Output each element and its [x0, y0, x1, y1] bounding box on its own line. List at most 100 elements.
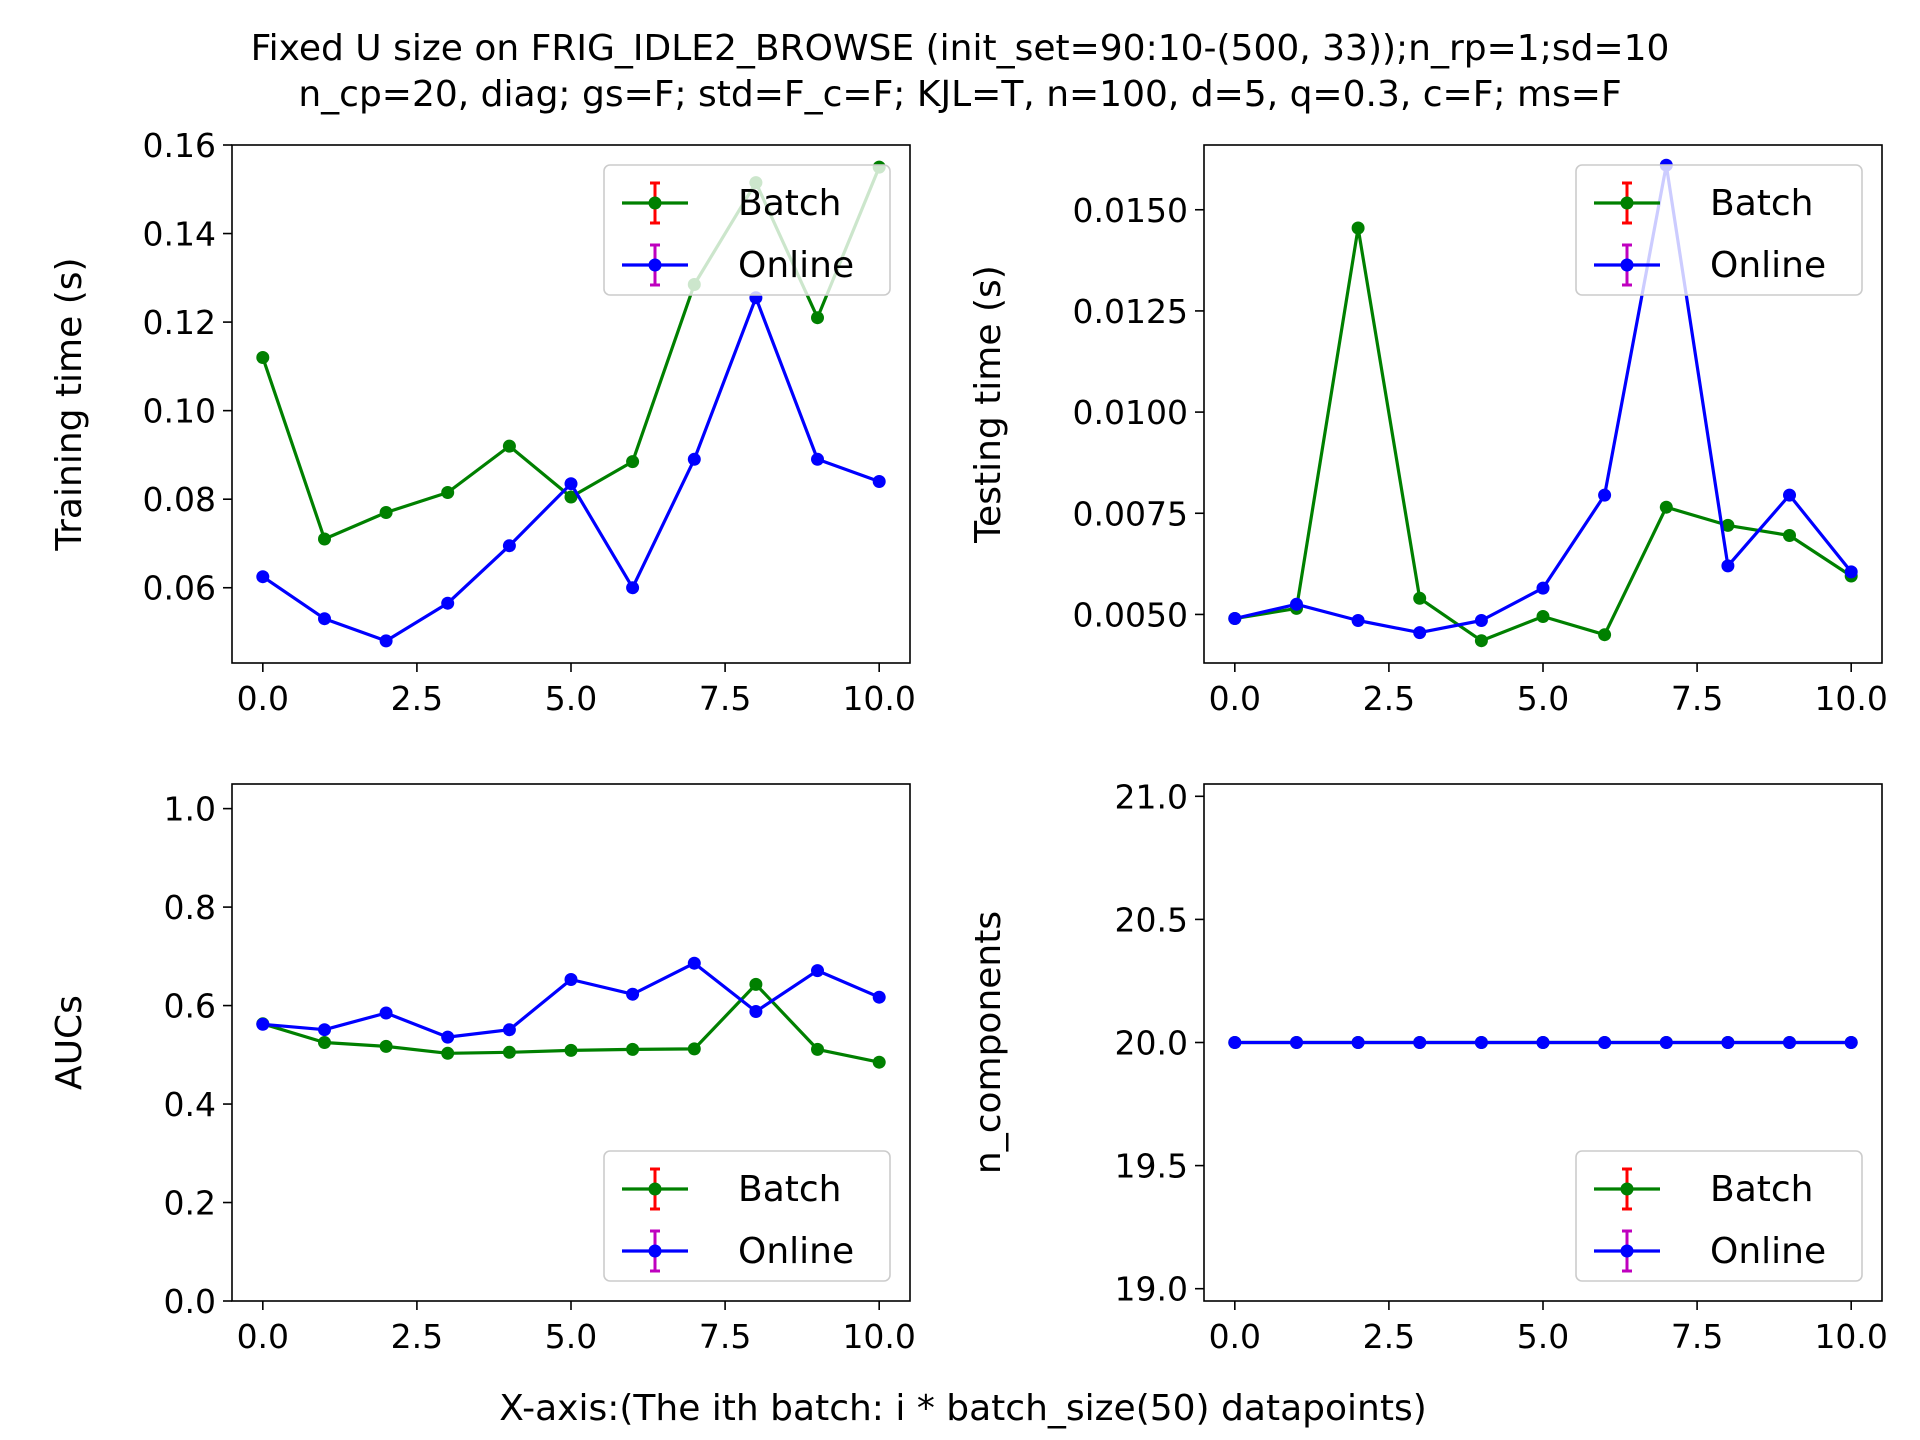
y-axis-label: Testing time (s): [968, 265, 1009, 544]
y-tick-label: 20.0: [1115, 1024, 1188, 1063]
y-tick-label: 0.0: [164, 1282, 216, 1321]
data-point-online: [1228, 1036, 1242, 1049]
x-tick-label: 7.5: [699, 1317, 751, 1356]
x-tick-label: 10.0: [842, 679, 915, 718]
y-tick-label: 0.12: [143, 303, 216, 342]
y-tick-label: 0.0150: [1073, 191, 1188, 230]
data-point-online: [1413, 1036, 1427, 1049]
x-tick-label: 2.5: [1363, 679, 1415, 718]
data-point-online: [1844, 1036, 1858, 1049]
data-point-online: [1413, 626, 1427, 640]
subplot-2: 0.0 2.5 5.0 7.5 10.0 0.0050 0.0075 0.0100 0.0125…: [968, 144, 1888, 718]
x-tick-label: 5.0: [545, 1317, 597, 1356]
x-tick-label: 0.0: [237, 679, 289, 718]
y-axis-label: n_components: [968, 911, 1009, 1174]
data-point-online: [872, 475, 886, 488]
x-tick-label: 2.5: [391, 1317, 443, 1356]
data-point-online: [256, 570, 270, 584]
legend-box: [1575, 1150, 1863, 1282]
data-point-online: [564, 477, 578, 491]
data-point-online: [379, 634, 393, 648]
series-line-online: [261, 296, 881, 643]
data-point-online: [1351, 614, 1365, 627]
data-point-batch: [811, 311, 824, 325]
y-tick-label: 0.0125: [1073, 292, 1188, 331]
data-point-online: [502, 539, 516, 553]
legend-label-online: Online: [738, 245, 854, 286]
data-point-online: [1290, 597, 1303, 611]
data-point-batch: [1783, 529, 1796, 542]
y-tick-label: 0.10: [143, 392, 216, 431]
y-tick-label: 0.8: [164, 888, 216, 927]
legend-label-batch: Batch: [1710, 1169, 1813, 1210]
legend-box: [603, 1150, 891, 1282]
data-point-batch: [1659, 500, 1673, 514]
data-point-online: [564, 973, 578, 986]
x-tick-label: 10.0: [1814, 1317, 1887, 1356]
data-point-online: [256, 1017, 270, 1031]
data-point-online: [1598, 488, 1612, 502]
y-tick-label: 19.5: [1115, 1147, 1188, 1186]
y-tick-label: 0.0100: [1073, 393, 1188, 432]
data-point-online: [1844, 565, 1858, 579]
legend-box: [603, 164, 891, 296]
subplot-3: 0.0 2.5 5.0 7.5 10.0 0.0 0.2 0.4 0.6 0.8 1.0 AUCs Ba…: [49, 783, 916, 1356]
data-point-batch: [379, 506, 393, 519]
figure-title-line2: n_cp=20, diag; gs=F; std=F_c=F; KJL=T, n…: [298, 74, 1622, 115]
legend-marker-online: [1620, 258, 1634, 272]
data-point-batch: [441, 486, 455, 499]
legend-marker-online: [1620, 1244, 1634, 1258]
data-point-batch: [687, 1042, 701, 1056]
x-tick-label: 2.5: [391, 679, 443, 718]
x-tick-label: 2.5: [1363, 1317, 1415, 1356]
x-tick-label: 0.0: [237, 1317, 289, 1356]
y-tick-label: 0.06: [143, 569, 216, 608]
data-point-online: [811, 452, 824, 466]
data-point-batch: [626, 1042, 640, 1056]
legend: Batch Online: [1575, 1150, 1863, 1282]
legend-label-batch: Batch: [738, 183, 841, 224]
y-tick-label: 0.6: [164, 987, 216, 1026]
legend-marker-batch: [1620, 1182, 1634, 1196]
data-point-batch: [256, 351, 270, 364]
data-point-online: [1598, 1036, 1612, 1049]
legend-marker-batch: [648, 196, 662, 210]
legend-marker-batch: [648, 1182, 662, 1196]
data-point-batch: [564, 490, 578, 504]
x-tick-label: 5.0: [1517, 1317, 1569, 1356]
legend-label-online: Online: [1710, 1231, 1826, 1272]
data-point-online: [318, 612, 331, 626]
data-point-batch: [1536, 610, 1550, 623]
data-point-online: [318, 1023, 331, 1037]
data-point-online: [1351, 1036, 1365, 1049]
data-point-batch: [564, 1043, 578, 1057]
y-tick-label: 21.0: [1115, 777, 1188, 816]
data-point-online: [1659, 1036, 1673, 1049]
x-axis-label: X-axis:(The ith batch: i * batch_size(50…: [499, 1388, 1427, 1429]
data-point-online: [687, 956, 701, 970]
data-point-online: [626, 581, 640, 595]
data-point-online: [687, 452, 701, 466]
y-tick-label: 20.5: [1115, 900, 1188, 939]
data-point-online: [811, 964, 824, 978]
data-point-batch: [1474, 634, 1488, 648]
x-tick-label: 10.0: [1814, 679, 1887, 718]
data-point-batch: [1351, 221, 1365, 235]
y-tick-label: 0.14: [143, 215, 216, 254]
legend-marker-online: [648, 1244, 662, 1258]
y-axis-label: AUCs: [49, 995, 90, 1090]
data-point-batch: [502, 439, 516, 453]
data-point-batch: [379, 1039, 393, 1053]
y-tick-label: 0.0075: [1073, 494, 1188, 533]
figure-title-line1: Fixed U size on FRIG_IDLE2_BROWSE (init_…: [250, 28, 1670, 69]
legend-box: [1575, 164, 1863, 296]
legend-marker-online: [648, 258, 662, 272]
y-axis-label: Training time (s): [49, 257, 90, 551]
legend: Batch Online: [603, 1150, 891, 1282]
legend-label-online: Online: [738, 1231, 854, 1272]
legend-label-batch: Batch: [738, 1169, 841, 1210]
data-point-online: [626, 987, 640, 1001]
y-tick-label: 0.16: [143, 126, 216, 165]
y-tick-label: 0.4: [164, 1085, 216, 1124]
